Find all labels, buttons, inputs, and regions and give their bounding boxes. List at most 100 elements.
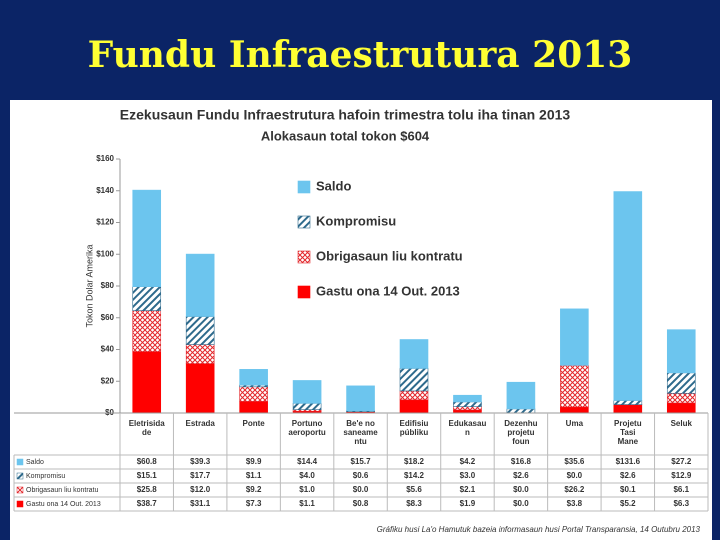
legend-swatch	[297, 215, 311, 229]
table-cell: $131.6	[616, 457, 641, 466]
table-cell: $14.4	[297, 457, 318, 466]
bar-segment	[239, 401, 268, 414]
table-cell: $3.8	[567, 499, 583, 508]
source-note: Gráfiku husi La'o Hamutuk bazeia informa…	[377, 525, 701, 534]
bar-segment	[506, 381, 536, 410]
table-cell: $15.7	[351, 457, 372, 466]
bar-segment	[239, 369, 268, 386]
chart-title: Ezekusaun Fundu Infraestrutura hafoin tr…	[120, 107, 571, 123]
legend-label: Saldo	[316, 178, 351, 193]
table-cell: $17.7	[190, 471, 211, 480]
table-cell: $38.7	[137, 499, 158, 508]
legend-swatch	[297, 250, 311, 264]
table-cell: $6.1	[673, 485, 689, 494]
table-cell: $12.9	[671, 471, 692, 480]
table-cell: $8.3	[406, 499, 422, 508]
table-cell: $3.0	[460, 471, 476, 480]
table-cell: $14.2	[404, 471, 425, 480]
x-tick-label: Ponte	[242, 419, 265, 428]
table-cell: $12.0	[190, 485, 211, 494]
table-cell: $4.0	[299, 471, 315, 480]
y-tick-label: $160	[96, 154, 114, 163]
table-cell: $26.2	[564, 485, 585, 494]
x-tick-label: Projetu Tasi Mane	[614, 419, 642, 446]
bar-segment	[453, 394, 482, 403]
x-tick-label: Eletrisida de	[128, 419, 165, 437]
table-cell: $2.6	[513, 471, 529, 480]
x-tick-label: Edifisiu públiku	[399, 419, 429, 437]
bar-segment	[185, 363, 215, 414]
chart-subtitle: Alokasaun total tokon $604	[261, 128, 430, 143]
table-cell: $60.8	[137, 457, 158, 466]
bar-segment	[292, 403, 322, 410]
x-tick-label: Edukasau n	[448, 419, 487, 437]
table-cell: $0.1	[620, 485, 636, 494]
x-tick-label: Uma	[565, 419, 584, 428]
table-cell: $1.1	[246, 471, 262, 480]
bar-segment	[666, 393, 696, 404]
bar-segment	[132, 351, 162, 414]
table-cell: $0.8	[353, 499, 369, 508]
table-cell: $9.2	[246, 485, 262, 494]
table-cell: $1.9	[460, 499, 476, 508]
legend-label: Gastu ona 14 Out. 2013	[316, 283, 460, 298]
table-cell: $2.1	[460, 485, 476, 494]
table-swatch	[16, 472, 24, 480]
bar-segment	[399, 390, 429, 401]
bar-segment	[506, 408, 536, 414]
table-cell: $1.1	[299, 499, 315, 508]
bar-segment	[613, 404, 643, 414]
bar-segment	[399, 399, 429, 414]
y-tick-label: $140	[96, 186, 114, 195]
legend-swatch	[297, 285, 311, 299]
table-cell: $0.0	[567, 471, 583, 480]
table-swatch	[16, 500, 24, 508]
table-cell: $0.0	[353, 485, 369, 494]
table-swatch	[16, 486, 24, 494]
legend-swatch	[297, 180, 311, 194]
y-axis-label: Tokon Dolar Amerika	[84, 244, 94, 327]
y-tick-label: $80	[101, 281, 115, 290]
table-cell: $0.0	[513, 499, 529, 508]
table-cell: $4.2	[460, 457, 476, 466]
x-tick-label: Dezenhu projetu foun	[504, 419, 538, 446]
table-cell: $9.9	[246, 457, 262, 466]
table-cell: $39.3	[190, 457, 211, 466]
bar-segment	[185, 316, 215, 345]
x-tick-label: Portuno aeroportu	[288, 419, 326, 437]
bar-segment	[292, 380, 322, 404]
slide-title: Fundu Infraestrutura 2013	[87, 34, 633, 76]
bar-segment	[560, 365, 589, 408]
bar-segment	[453, 406, 482, 411]
table-cell: $0.0	[513, 485, 529, 494]
table-cell: $25.8	[137, 485, 158, 494]
table-row-label: Kompromisu	[26, 473, 65, 480]
bar-segment	[399, 339, 429, 369]
x-tick-label: Seluk	[670, 419, 692, 428]
table-cell: $7.3	[246, 499, 262, 508]
x-tick-label: Estrada	[185, 419, 215, 428]
y-tick-label: $100	[96, 249, 114, 258]
bar-segment	[666, 329, 696, 374]
bar-segment	[346, 385, 375, 412]
table-cell: $5.2	[620, 499, 636, 508]
table-cell: $16.8	[511, 457, 532, 466]
bar-segment	[613, 400, 643, 405]
legend-label: Kompromisu	[316, 213, 396, 228]
table-cell: $6.3	[673, 499, 689, 508]
table-cell: $35.6	[564, 457, 585, 466]
bar-segment	[560, 406, 589, 414]
table-cell: $1.0	[299, 485, 315, 494]
table-row-label: Gastu ona 14 Out. 2013	[26, 501, 101, 508]
y-tick-label: $60	[101, 313, 115, 322]
bar-segment	[613, 191, 643, 401]
table-cell: $2.6	[620, 471, 636, 480]
legend-box	[282, 168, 514, 300]
table-cell: $31.1	[190, 499, 211, 508]
y-tick-label: $40	[101, 345, 115, 354]
table-cell: $15.1	[137, 471, 158, 480]
table-cell: $0.6	[353, 471, 369, 480]
bar-segment	[560, 308, 589, 366]
